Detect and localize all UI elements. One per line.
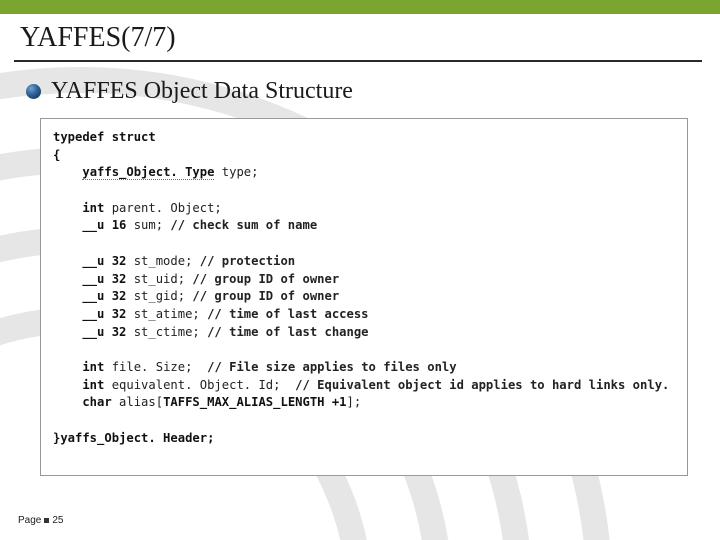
code-content: typedef struct { yaffs_Object. Type type…: [53, 129, 675, 447]
title-underline: [14, 60, 702, 62]
subtitle-text: YAFFES Object Data Structure: [51, 78, 353, 105]
subtitle-row: YAFFES Object Data Structure: [26, 78, 353, 105]
page-label: Page: [18, 515, 41, 526]
accent-top-bar: [0, 0, 720, 14]
page-footer: Page 25: [18, 515, 63, 526]
bullet-sphere-icon: [26, 84, 41, 99]
footer-square-icon: [44, 518, 49, 523]
page-number: 25: [52, 515, 63, 526]
code-block: typedef struct { yaffs_Object. Type type…: [40, 118, 688, 476]
slide-title: YAFFES(7/7): [20, 22, 176, 54]
